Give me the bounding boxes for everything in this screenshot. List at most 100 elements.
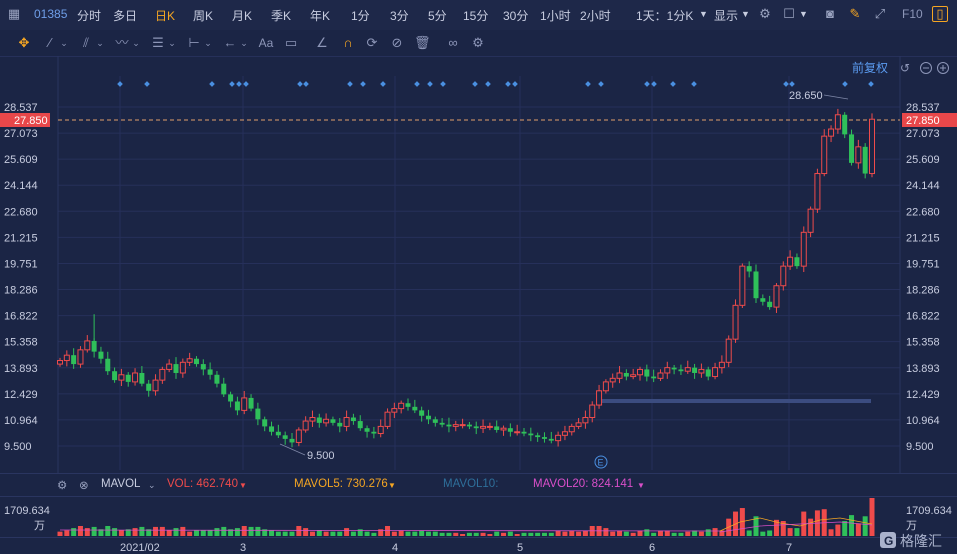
event-dot[interactable]: [585, 81, 591, 87]
event-dot[interactable]: [670, 81, 676, 87]
event-dot[interactable]: [229, 81, 235, 87]
tab-period[interactable]: 15分: [463, 9, 489, 23]
chevron-down-icon[interactable]: ⌄: [148, 480, 156, 490]
trash-icon[interactable]: 🗑: [414, 35, 431, 50]
event-dot[interactable]: [427, 81, 433, 87]
f10-button[interactable]: F10: [902, 7, 923, 21]
fullscreen-icon[interactable]: ⤢: [874, 6, 886, 21]
event-dot[interactable]: [783, 81, 789, 87]
link-icon[interactable]: ∞: [448, 35, 458, 50]
chevron-down-icon[interactable]: ⌄: [240, 38, 248, 48]
event-dot[interactable]: [598, 81, 604, 87]
event-e-icon[interactable]: [594, 455, 608, 469]
wave-tool-icon[interactable]: 〰: [115, 35, 129, 50]
candles: [57, 108, 875, 448]
event-dot[interactable]: [485, 81, 491, 87]
event-dot[interactable]: [691, 81, 697, 87]
checkbox-icon[interactable]: ☐: [783, 6, 795, 21]
line-tool-icon[interactable]: ⁄: [48, 35, 52, 50]
price-adjust-button[interactable]: 前复权: [852, 60, 888, 75]
candle-body-down: [651, 376, 657, 379]
sync-icon[interactable]: ⟳: [366, 35, 378, 50]
chevron-down-icon[interactable]: ▼: [799, 9, 808, 19]
candlestick-chart[interactable]: 28.537 27.073 25.609 24.144 22.680 21.215 19.7…: [0, 56, 957, 474]
measure-tool-icon[interactable]: ⊢: [188, 35, 200, 50]
date-tick: 7: [786, 542, 792, 554]
display-select[interactable]: 显示: [714, 9, 739, 23]
support-band: [601, 399, 871, 403]
event-dot[interactable]: [347, 81, 353, 87]
magnet-icon[interactable]: ∩: [343, 35, 353, 50]
tab-period[interactable]: 年K: [310, 9, 331, 23]
ruler-icon[interactable]: ∠: [316, 35, 328, 50]
tab-period[interactable]: 分时: [77, 9, 102, 23]
event-dot[interactable]: [209, 81, 215, 87]
reset-icon[interactable]: ↺: [900, 61, 910, 75]
volume-bar: [780, 521, 786, 536]
low-marker-line: [279, 443, 306, 456]
camera-icon[interactable]: ◙: [826, 6, 834, 21]
tab-period[interactable]: 2小时: [580, 9, 611, 23]
chevron-down-icon[interactable]: ⌄: [96, 38, 104, 48]
event-dot[interactable]: [243, 81, 249, 87]
channel-tool-icon[interactable]: ⫽: [83, 35, 89, 50]
candle-body-down: [705, 369, 711, 377]
gear-icon[interactable]: ⚙: [57, 480, 68, 492]
zoom-in-icon[interactable]: [937, 62, 949, 74]
event-dot[interactable]: [651, 81, 657, 87]
event-dot[interactable]: [144, 81, 150, 87]
event-dot[interactable]: [505, 81, 511, 87]
tab-period[interactable]: 周K: [193, 9, 214, 23]
event-dot[interactable]: [360, 81, 366, 87]
event-dot[interactable]: [303, 81, 309, 87]
text-tool[interactable]: Aa: [258, 36, 274, 50]
panel-icon[interactable]: ▯: [932, 6, 948, 22]
volume-chart[interactable]: 1709.634 万 1709.634 万 2021/02 3 4 5 6 7 G 格隆汇: [0, 496, 957, 554]
event-dot[interactable]: [644, 81, 650, 87]
pencil-icon[interactable]: ✎: [849, 6, 861, 21]
tab-period[interactable]: 1小时: [540, 9, 571, 23]
event-dot[interactable]: [236, 81, 242, 87]
interval-select[interactable]: 1天：1分K: [636, 9, 694, 23]
tab-period[interactable]: 月K: [232, 9, 253, 23]
event-dot[interactable]: [380, 81, 386, 87]
tab-period[interactable]: 季K: [271, 9, 292, 23]
hide-icon[interactable]: ⊘: [391, 35, 403, 50]
stock-code[interactable]: 01385: [34, 7, 68, 21]
grid-icon[interactable]: ▦: [7, 6, 21, 21]
fibonacci-tool-icon[interactable]: ☰: [152, 35, 164, 50]
settings-icon[interactable]: ⚙: [472, 35, 484, 50]
event-dot[interactable]: [297, 81, 303, 87]
chevron-down-icon[interactable]: ⌄: [168, 38, 176, 48]
close-icon[interactable]: ⊗: [79, 480, 89, 492]
chevron-down-icon[interactable]: ▼: [741, 9, 750, 19]
candle-body-up: [589, 404, 596, 419]
gear-icon[interactable]: ⚙: [759, 6, 771, 21]
chevron-down-icon[interactable]: ▼: [699, 9, 708, 19]
zoom-out-icon[interactable]: [920, 62, 932, 74]
event-dot[interactable]: [414, 81, 420, 87]
candle-body-down: [671, 367, 677, 370]
tab-period[interactable]: 多日: [113, 9, 138, 23]
chevron-down-icon[interactable]: ⌄: [60, 38, 68, 48]
chevron-down-icon[interactable]: ⌄: [132, 38, 140, 48]
tab-period[interactable]: 5分: [428, 9, 447, 23]
comment-icon[interactable]: ▭: [284, 35, 298, 50]
arrow-tool-icon[interactable]: ←: [223, 35, 237, 50]
event-dot[interactable]: [440, 81, 446, 87]
event-dot[interactable]: [842, 81, 848, 87]
tab-period[interactable]: 3分: [390, 9, 409, 23]
event-dot[interactable]: [117, 81, 123, 87]
indicator-select[interactable]: MAVOL: [101, 478, 141, 490]
event-dot[interactable]: [472, 81, 478, 87]
event-dot[interactable]: [789, 81, 795, 87]
chevron-down-icon[interactable]: ⌄: [204, 38, 212, 48]
event-dot[interactable]: [512, 81, 518, 87]
tab-period[interactable]: 30分: [503, 9, 529, 23]
candle-body-down: [412, 406, 418, 411]
volume-bar: [569, 530, 575, 536]
tab-period[interactable]: 日K: [155, 9, 176, 23]
event-dot[interactable]: [868, 81, 874, 87]
crosshair-move-icon[interactable]: ✥: [18, 35, 30, 50]
tab-period[interactable]: 1分: [351, 9, 370, 23]
